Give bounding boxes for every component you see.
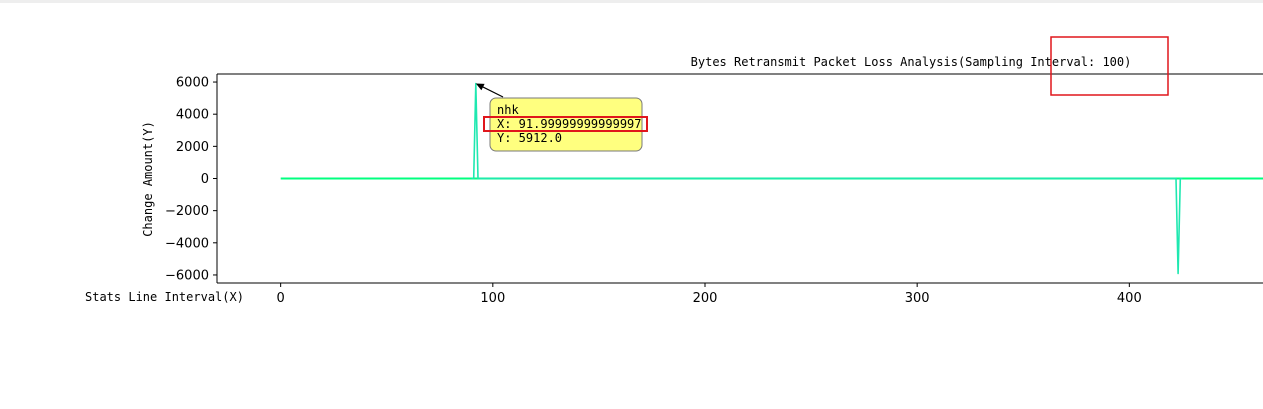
tooltip-series-label: nhk [497,103,519,117]
data-tooltip: nhk X: 91.99999999999997 Y: 5912.0 [476,84,647,152]
x-tick-label: 0 [277,291,285,306]
y-ticks: 6000 4000 2000 0 −2000 −4000 −6000 [165,76,217,284]
y-tick-label: 4000 [176,108,209,123]
y-tick-label: −6000 [165,268,209,283]
y-tick-label: −2000 [165,204,209,219]
tooltip-x-value: X: 91.99999999999997 [497,117,642,131]
x-tick-label: 400 [1117,291,1142,306]
y-tick-label: 0 [201,172,209,187]
series-group [281,84,1263,274]
chart-title: Bytes Retransmit Packet Loss Analysis(Sa… [691,55,1132,69]
x-tick-label: 200 [693,291,718,306]
x-tick-label: 300 [905,291,930,306]
y-tick-label: 6000 [176,76,209,91]
y-axis-label: Change Amount(Y) [141,121,155,237]
y-tick-label: −4000 [165,236,209,251]
tooltip-y-value: Y: 5912.0 [497,131,562,145]
x-tick-label: 100 [480,291,505,306]
y-tick-label: 2000 [176,140,209,155]
x-axis-label: Stats Line Interval(X) [85,290,244,304]
x-ticks: 0 100 200 300 400 [277,283,1142,306]
